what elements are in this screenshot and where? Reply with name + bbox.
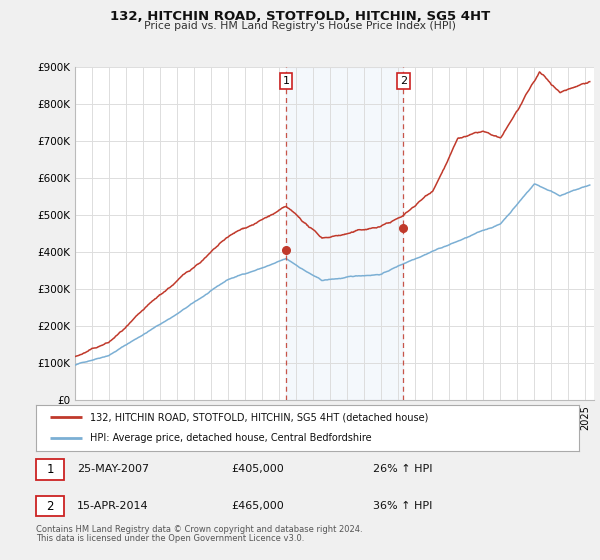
Bar	[286, 67, 403, 400]
Text: £405,000: £405,000	[232, 464, 284, 474]
Text: £465,000: £465,000	[232, 501, 284, 511]
Text: 15-APR-2014: 15-APR-2014	[77, 501, 148, 511]
Text: This data is licensed under the Open Government Licence v3.0.: This data is licensed under the Open Gov…	[36, 534, 304, 543]
Text: Price paid vs. HM Land Registry's House Price Index (HPI): Price paid vs. HM Land Registry's House …	[144, 21, 456, 31]
Text: 25-MAY-2007: 25-MAY-2007	[77, 464, 149, 474]
Text: 132, HITCHIN ROAD, STOTFOLD, HITCHIN, SG5 4HT (detached house): 132, HITCHIN ROAD, STOTFOLD, HITCHIN, SG…	[91, 412, 428, 422]
Text: 132, HITCHIN ROAD, STOTFOLD, HITCHIN, SG5 4HT: 132, HITCHIN ROAD, STOTFOLD, HITCHIN, SG…	[110, 10, 490, 23]
Text: 2: 2	[400, 76, 407, 86]
FancyBboxPatch shape	[36, 496, 64, 516]
Text: 1: 1	[283, 76, 289, 86]
Text: 26% ↑ HPI: 26% ↑ HPI	[373, 464, 432, 474]
Text: Contains HM Land Registry data © Crown copyright and database right 2024.: Contains HM Land Registry data © Crown c…	[36, 525, 362, 534]
Text: 1: 1	[46, 463, 54, 476]
Text: 2: 2	[46, 500, 54, 513]
Text: HPI: Average price, detached house, Central Bedfordshire: HPI: Average price, detached house, Cent…	[91, 433, 372, 444]
Text: 36% ↑ HPI: 36% ↑ HPI	[373, 501, 432, 511]
FancyBboxPatch shape	[36, 459, 64, 479]
